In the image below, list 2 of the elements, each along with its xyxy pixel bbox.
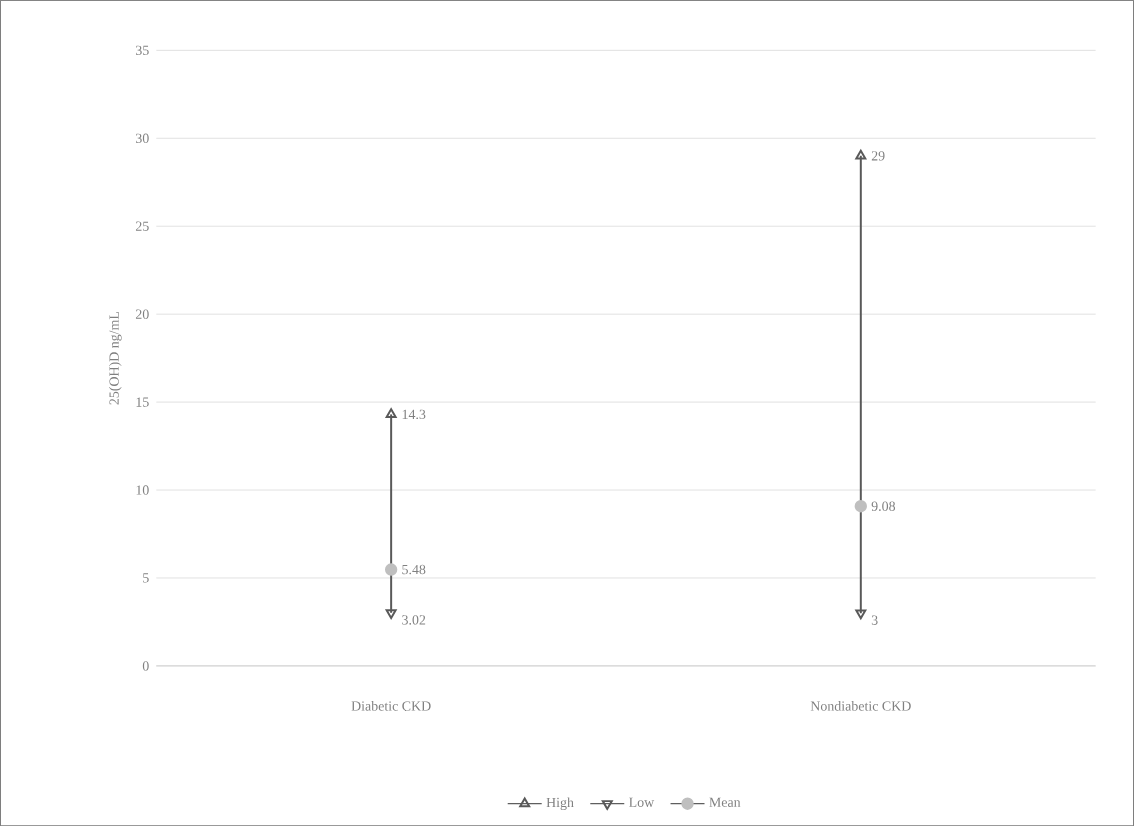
point xyxy=(854,499,867,513)
point xyxy=(384,563,398,576)
